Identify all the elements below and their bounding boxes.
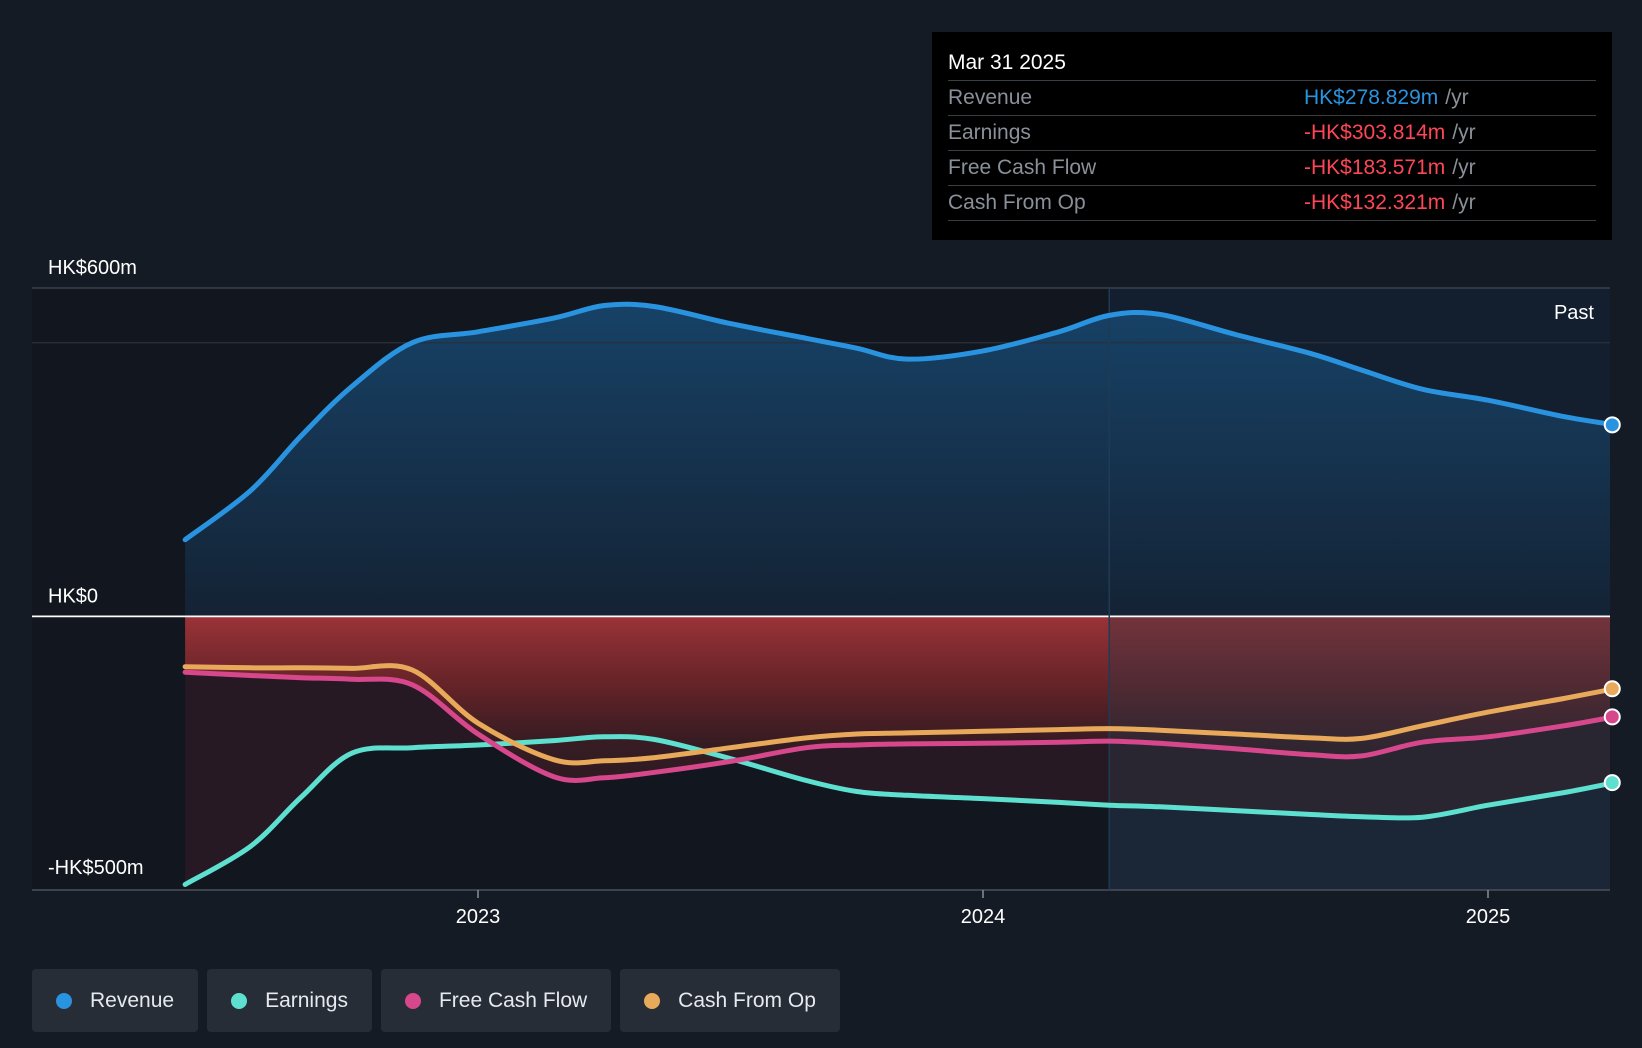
tooltip-value: -HK$303.814m [1304, 121, 1446, 144]
end-point-revenue [1603, 416, 1621, 434]
legend-dot-icon [56, 992, 72, 1009]
tooltip: Mar 31 2025 Revenue HK$278.829m /yr Earn… [932, 32, 1612, 240]
end-point-free-cash-flow [1603, 708, 1621, 726]
legend-item-earnings[interactable]: Earnings [207, 969, 372, 1032]
x-tick-label: 2025 [1466, 906, 1511, 928]
tooltip-label: Revenue [948, 86, 1033, 109]
series-line-earnings [182, 734, 1610, 887]
end-point-earnings [1603, 774, 1621, 792]
tooltip-unit: /yr [1452, 191, 1476, 214]
y-tick-label: -HK$500m [48, 857, 144, 879]
legend-label: Earnings [265, 988, 348, 1012]
y-tick-label: HK$0 [48, 585, 98, 607]
tooltip-unit: /yr [1452, 156, 1476, 179]
past-label: Past [1554, 302, 1594, 324]
revenue-area [185, 304, 1610, 617]
negative-area-lower [185, 672, 1610, 885]
legend-item-revenue[interactable]: Revenue [32, 969, 199, 1032]
x-tick-label: 2023 [456, 906, 501, 928]
tooltip-label: Free Cash Flow [948, 156, 1097, 179]
series-line-revenue [182, 301, 1610, 543]
legend: Revenue Earnings Free Cash Flow Cash Fro… [32, 969, 840, 1032]
series-line-free-cash-flow [182, 669, 1610, 783]
legend-dot-icon [231, 992, 248, 1009]
legend-dot-icon [644, 992, 661, 1009]
legend-label: Free Cash Flow [438, 988, 588, 1012]
legend-label: Revenue [90, 988, 175, 1012]
legend-dot-icon [404, 992, 421, 1009]
tooltip-row-earnings: Earnings -HK$303.814m /yr [948, 115, 1596, 150]
series-line-cash-from-op [182, 663, 1610, 766]
tooltip-unit: /yr [1445, 86, 1469, 109]
tooltip-row-revenue: Revenue HK$278.829m /yr [948, 80, 1596, 115]
past-negative-tint [1109, 616, 1610, 890]
tooltip-value: HK$278.829m [1304, 86, 1439, 109]
y-tick-label: HK$600m [48, 257, 137, 279]
tooltip-row-cash-from-op: Cash From Op -HK$132.321m /yr [948, 185, 1596, 221]
tooltip-value: -HK$183.571m [1304, 156, 1446, 179]
tooltip-label: Earnings [948, 121, 1031, 144]
x-tick-label: 2024 [961, 906, 1006, 928]
legend-item-free-cash-flow[interactable]: Free Cash Flow [380, 969, 612, 1032]
tooltip-row-free-cash-flow: Free Cash Flow -HK$183.571m /yr [948, 150, 1596, 185]
end-point-cash-from-op [1603, 680, 1621, 698]
tooltip-date: Mar 31 2025 [948, 51, 1066, 74]
legend-item-cash-from-op[interactable]: Cash From Op [620, 969, 840, 1032]
tooltip-label: Cash From Op [948, 191, 1086, 214]
legend-label: Cash From Op [678, 988, 816, 1012]
tooltip-unit: /yr [1452, 121, 1476, 144]
tooltip-value: -HK$132.321m [1304, 191, 1446, 214]
